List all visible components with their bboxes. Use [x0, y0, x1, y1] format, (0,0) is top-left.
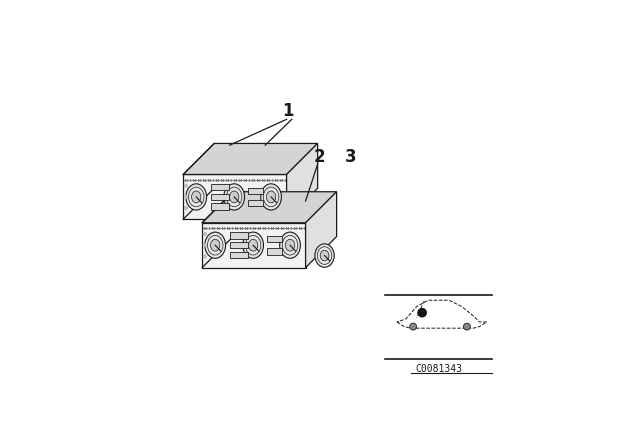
Ellipse shape	[280, 232, 300, 258]
Ellipse shape	[260, 184, 282, 210]
Bar	[230, 252, 248, 258]
Bar	[211, 184, 228, 190]
Ellipse shape	[243, 232, 264, 258]
Text: 3: 3	[344, 148, 356, 166]
Bar	[267, 248, 282, 254]
Bar	[211, 203, 228, 210]
Ellipse shape	[186, 184, 207, 210]
Circle shape	[204, 233, 206, 235]
Polygon shape	[183, 174, 287, 220]
Ellipse shape	[266, 191, 276, 203]
Circle shape	[184, 195, 188, 198]
Circle shape	[184, 184, 188, 187]
Ellipse shape	[230, 191, 239, 203]
Ellipse shape	[205, 232, 225, 258]
Text: 2: 2	[314, 148, 325, 166]
Polygon shape	[202, 192, 337, 223]
Circle shape	[463, 323, 470, 330]
Polygon shape	[305, 192, 337, 267]
Ellipse shape	[320, 250, 329, 261]
Ellipse shape	[285, 239, 294, 251]
Circle shape	[204, 244, 206, 246]
Polygon shape	[183, 143, 317, 174]
Ellipse shape	[224, 184, 244, 210]
Circle shape	[204, 255, 206, 258]
Ellipse shape	[211, 239, 220, 251]
Bar	[267, 236, 282, 242]
Circle shape	[184, 207, 188, 210]
Ellipse shape	[191, 191, 201, 203]
Bar	[248, 188, 264, 194]
Bar	[248, 200, 264, 206]
Bar	[230, 242, 248, 248]
Ellipse shape	[248, 239, 258, 251]
Polygon shape	[202, 223, 305, 267]
Polygon shape	[287, 143, 317, 220]
Text: 1: 1	[283, 102, 294, 120]
Ellipse shape	[315, 244, 334, 267]
Circle shape	[418, 309, 426, 317]
Text: C0081343: C0081343	[415, 364, 462, 375]
Bar	[230, 233, 248, 239]
Circle shape	[410, 323, 417, 330]
Bar	[211, 194, 228, 200]
